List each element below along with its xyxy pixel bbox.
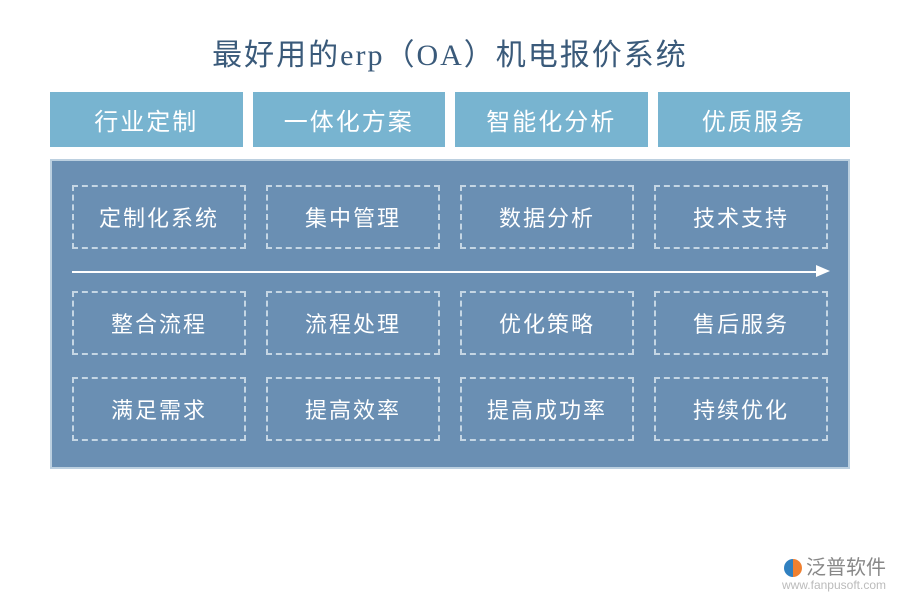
header-cell: 一体化方案: [253, 92, 446, 147]
watermark-url: www.fanpusoft.com: [782, 579, 886, 592]
watermark-label: 泛普软件: [806, 557, 886, 579]
header-cell: 智能化分析: [455, 92, 648, 147]
feature-cell: 售后服务: [654, 291, 828, 355]
arrow-head-icon: [816, 265, 830, 277]
feature-cell: 提高成功率: [460, 377, 634, 441]
feature-cell: 技术支持: [654, 185, 828, 249]
feature-cell: 提高效率: [266, 377, 440, 441]
logo-icon: [784, 559, 802, 577]
feature-cell: 流程处理: [266, 291, 440, 355]
feature-panel: 定制化系统 集中管理 数据分析 技术支持 整合流程 流程处理 优化策略 售后服务…: [50, 159, 850, 469]
feature-row: 整合流程 流程处理 优化策略 售后服务: [72, 291, 828, 355]
feature-row: 定制化系统 集中管理 数据分析 技术支持: [72, 185, 828, 249]
page-title: 最好用的erp（OA）机电报价系统: [50, 30, 850, 74]
arrow-line: [72, 271, 818, 273]
header-cell: 行业定制: [50, 92, 243, 147]
watermark: 泛普软件 www.fanpusoft.com: [782, 557, 886, 592]
feature-cell: 定制化系统: [72, 185, 246, 249]
watermark-text: 泛普软件: [782, 557, 886, 579]
feature-cell: 优化策略: [460, 291, 634, 355]
feature-cell: 持续优化: [654, 377, 828, 441]
feature-cell: 满足需求: [72, 377, 246, 441]
feature-cell: 集中管理: [266, 185, 440, 249]
header-cell: 优质服务: [658, 92, 851, 147]
feature-cell: 数据分析: [460, 185, 634, 249]
flow-arrow: [72, 267, 828, 277]
feature-row: 满足需求 提高效率 提高成功率 持续优化: [72, 377, 828, 441]
diagram-container: 最好用的erp（OA）机电报价系统 行业定制 一体化方案 智能化分析 优质服务 …: [0, 0, 900, 499]
header-row: 行业定制 一体化方案 智能化分析 优质服务: [50, 92, 850, 147]
feature-cell: 整合流程: [72, 291, 246, 355]
